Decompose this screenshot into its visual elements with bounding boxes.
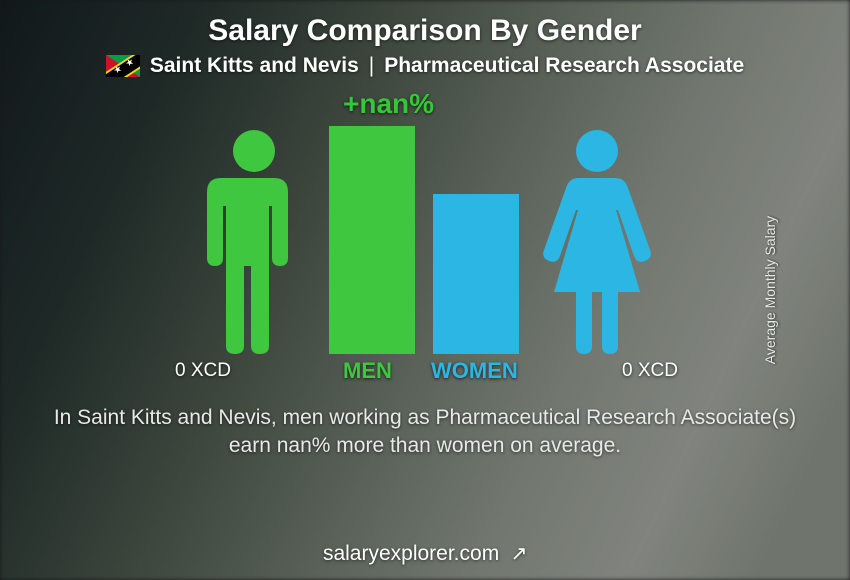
women-bar [433, 194, 519, 354]
y-axis-label: Average Monthly Salary [762, 216, 778, 364]
page-title: Salary Comparison By Gender [208, 14, 641, 48]
female-figure-icon [537, 128, 657, 354]
country-flag-icon: ★ ★ [106, 55, 140, 77]
women-value-label: 0 XCD [622, 360, 678, 382]
external-link-icon: ↗ [511, 546, 527, 562]
men-label: MEN [343, 358, 392, 384]
subtitle-separator: | [369, 54, 374, 78]
chart-area: +nan% 0 XCD 0 XCD MEN WOMEN [105, 88, 745, 388]
description-text: In Saint Kitts and Nevis, men working as… [35, 404, 815, 461]
men-value-label: 0 XCD [175, 360, 231, 382]
content-container: Salary Comparison By Gender ★ ★ Saint Ki… [0, 0, 850, 580]
footer: salaryexplorer.com ↗ [0, 542, 850, 566]
women-label: WOMEN [431, 358, 518, 384]
subtitle-row: ★ ★ Saint Kitts and Nevis | Pharmaceutic… [106, 54, 744, 78]
percent-diff-label: +nan% [343, 88, 434, 120]
subtitle-job: Pharmaceutical Research Associate [384, 54, 744, 78]
male-figure-icon [199, 128, 309, 354]
subtitle-country: Saint Kitts and Nevis [150, 54, 359, 78]
men-bar [329, 126, 415, 354]
footer-site: salaryexplorer.com [323, 542, 499, 565]
